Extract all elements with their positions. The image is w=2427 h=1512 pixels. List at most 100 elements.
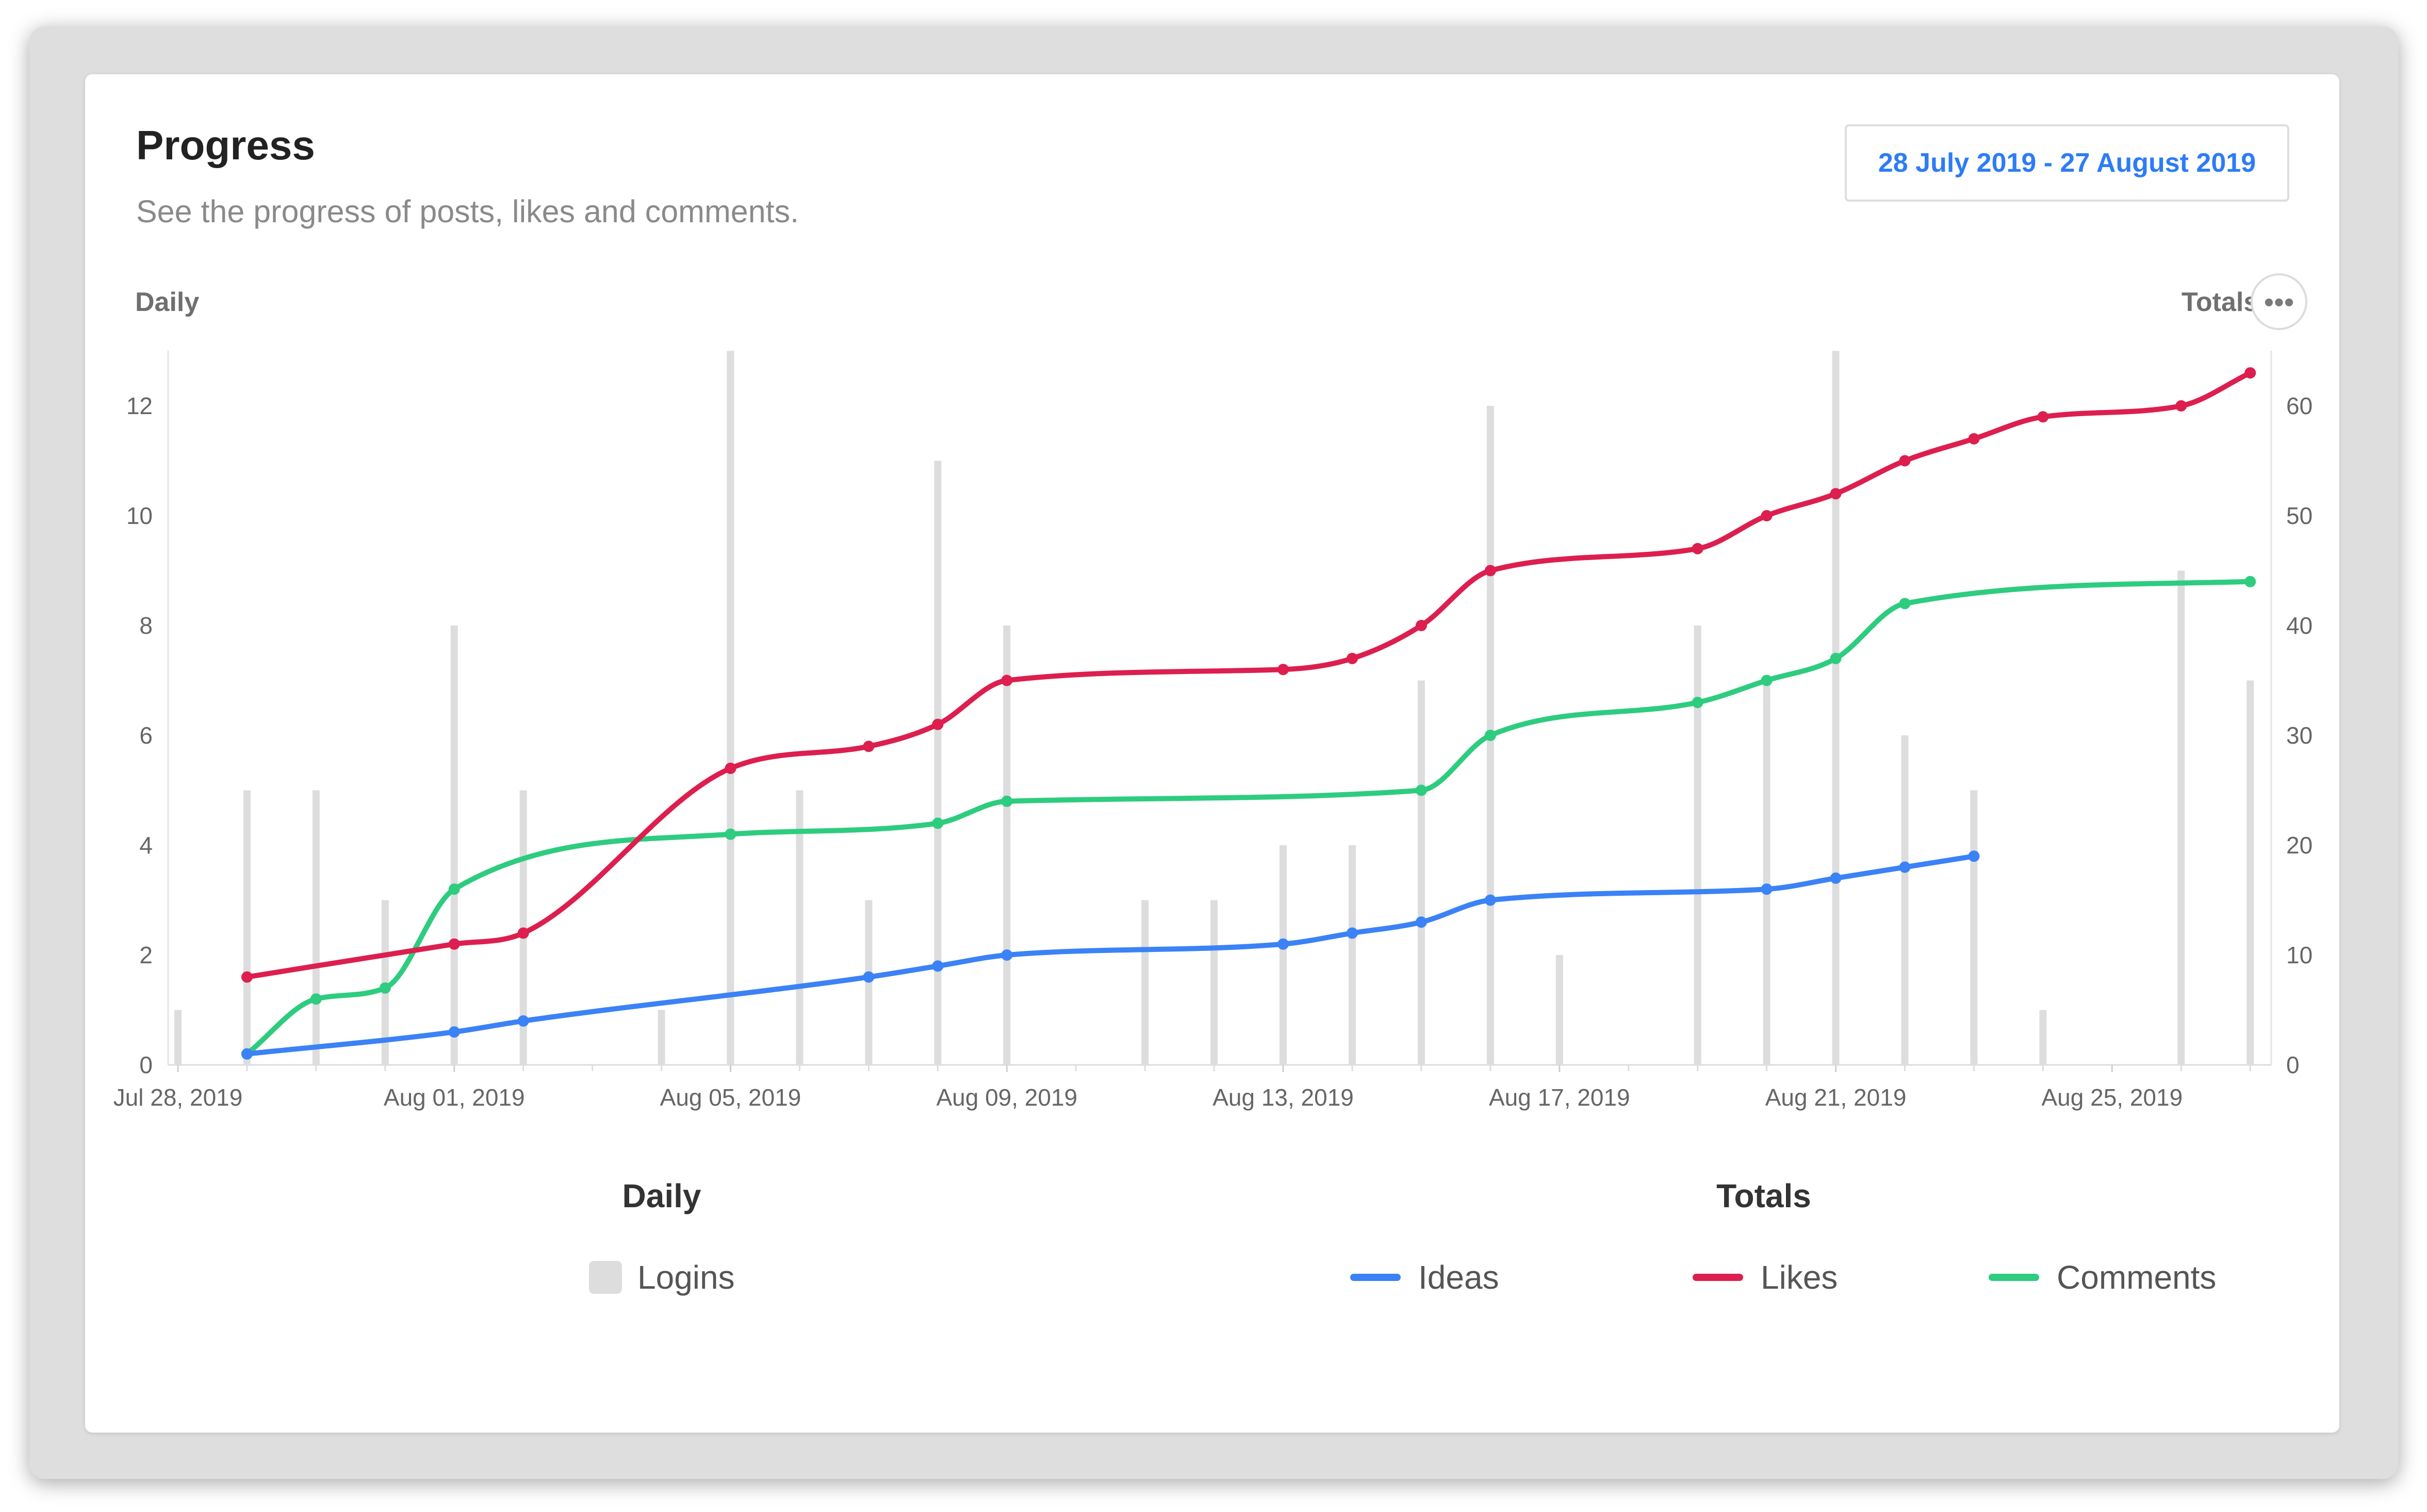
likes-point: [1899, 455, 1911, 467]
likes-swatch-icon: [1693, 1274, 1743, 1281]
ideas-point: [241, 1048, 253, 1060]
right-tick-label: 30: [2286, 722, 2313, 749]
comments-point: [448, 883, 460, 895]
left-tick-label: 8: [139, 612, 153, 639]
x-tick-label: Jul 28, 2019: [113, 1084, 243, 1111]
left-tick-label: 10: [126, 502, 153, 529]
comments-point: [379, 982, 391, 994]
ideas-point: [1346, 927, 1358, 939]
ideas-point: [448, 1026, 460, 1038]
progress-card: [85, 74, 2339, 1433]
logins-bar: [1763, 680, 1770, 1065]
likes-point: [1692, 543, 1703, 554]
likes-point: [1761, 510, 1773, 521]
tick-labels: 0 2 4 6 8 10 12 0 10 20 30 40 50 60 Jul 28, 2019 Aug 01…: [113, 392, 2313, 1111]
comments-point: [2244, 576, 2256, 587]
logins-bar: [174, 1010, 182, 1065]
logins-bar: [2039, 1010, 2047, 1065]
ideas-point: [1484, 894, 1496, 906]
logins-bar: [658, 1010, 665, 1065]
ideas-point: [1001, 949, 1013, 961]
logins-bar: [2177, 570, 2185, 1065]
logins-bar: [1970, 790, 1978, 1065]
more-options-icon[interactable]: •••: [2251, 273, 2307, 330]
likes-point: [241, 971, 253, 983]
ideas-point: [932, 960, 944, 972]
date-range-button[interactable]: 28 July 2019 - 27 August 2019: [1845, 124, 2289, 202]
logins-bar: [1555, 955, 1563, 1065]
chart-axes: [167, 351, 2272, 1066]
logins-bars: [174, 351, 2254, 1065]
logins-bar: [1003, 626, 1011, 1065]
logins-bar: [934, 461, 942, 1065]
comments-point: [1415, 784, 1427, 796]
x-tick-label: Aug 09, 2019: [936, 1084, 1077, 1111]
ideas-point: [1968, 850, 1980, 862]
likes-point: [1968, 433, 1980, 445]
right-tick-label: 20: [2286, 832, 2313, 859]
ideas-point: [1761, 883, 1773, 895]
likes-point: [1484, 565, 1496, 577]
ideas-point: [1830, 872, 1842, 884]
legend-item-ideas[interactable]: Ideas: [1350, 1258, 1499, 1296]
logins-bar: [243, 790, 251, 1065]
legend-label-logins: Logins: [637, 1259, 735, 1296]
comments-point: [1484, 730, 1496, 741]
likes-point: [2175, 400, 2187, 412]
logins-bar: [2246, 680, 2254, 1065]
ideas-swatch-icon: [1350, 1274, 1401, 1281]
likes-point: [1415, 620, 1427, 631]
comments-series-line: [244, 579, 2253, 1057]
comments-point: [932, 817, 944, 829]
logins-bar: [1694, 626, 1701, 1065]
right-tick-label: 50: [2286, 502, 2313, 529]
x-tick-label: Aug 05, 2019: [660, 1084, 801, 1111]
page-title: Progress: [136, 122, 315, 168]
comments-swatch-icon: [1989, 1274, 2039, 1281]
left-axis-heading: Daily: [135, 287, 200, 317]
logins-bar: [1348, 845, 1356, 1065]
likes-point: [932, 718, 944, 730]
right-tick-label: 60: [2286, 392, 2313, 419]
comments-point: [1001, 795, 1013, 807]
left-tick-label: 12: [126, 392, 153, 419]
legend-daily-title: Daily: [622, 1177, 701, 1214]
ideas-point: [517, 1015, 529, 1027]
likes-point: [1830, 488, 1842, 500]
likes-point: [863, 741, 875, 752]
legend-item-comments[interactable]: Comments: [1989, 1258, 2216, 1296]
ideas-series-line: [244, 853, 1977, 1057]
likes-point: [2037, 411, 2049, 423]
likes-point: [448, 938, 460, 950]
comments-point: [1830, 652, 1842, 664]
legend-item-likes[interactable]: Likes: [1693, 1258, 1838, 1296]
legend-item-logins[interactable]: Logins: [589, 1258, 735, 1296]
likes-point: [1346, 652, 1358, 664]
likes-point: [725, 762, 736, 774]
likes-point: [517, 927, 529, 939]
logins-bar: [1210, 900, 1218, 1065]
logins-swatch-icon: [589, 1261, 622, 1294]
legend-totals-title: Totals: [1716, 1177, 1811, 1214]
x-tick-label: Aug 01, 2019: [384, 1084, 525, 1111]
x-tick-label: Aug 13, 2019: [1212, 1084, 1354, 1111]
logins-bar: [796, 790, 803, 1065]
logins-bar: [1280, 845, 1287, 1065]
right-axis-heading: Totals: [2182, 287, 2259, 317]
left-tick-label: 4: [139, 832, 153, 859]
comments-point: [310, 993, 322, 1005]
left-tick-label: 2: [139, 942, 153, 968]
left-tick-label: 0: [139, 1051, 153, 1078]
ideas-point: [1277, 938, 1289, 950]
likes-point: [1277, 664, 1289, 676]
comments-point: [725, 828, 736, 840]
comments-point: [1899, 598, 1911, 610]
ideas-point: [1415, 916, 1427, 928]
logins-bar: [312, 790, 320, 1065]
logins-bar: [1417, 680, 1425, 1065]
legend-label-ideas: Ideas: [1418, 1259, 1499, 1296]
right-tick-label: 10: [2286, 942, 2313, 968]
x-tick-label: Aug 21, 2019: [1765, 1084, 1907, 1111]
logins-bar: [1901, 735, 1909, 1065]
